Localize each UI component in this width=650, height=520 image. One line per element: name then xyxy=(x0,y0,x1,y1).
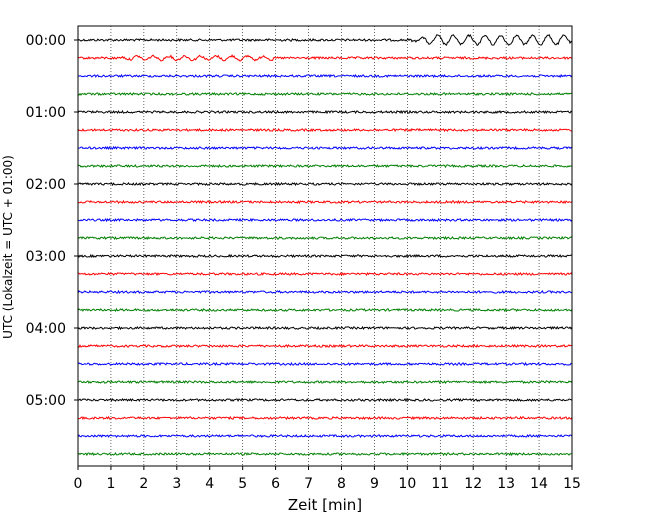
x-tick-label: 13 xyxy=(497,476,515,492)
x-tick-label: 11 xyxy=(431,476,449,492)
x-tick-label: 7 xyxy=(304,476,313,492)
plot-frame xyxy=(77,25,573,467)
y-tick-label: 03:00 xyxy=(26,249,66,265)
seismic-trace xyxy=(77,73,573,79)
y-tick-label: 04:00 xyxy=(26,321,66,337)
seismic-trace xyxy=(77,325,573,331)
seismic-trace xyxy=(77,54,573,62)
seismic-trace xyxy=(77,379,573,385)
y-axis: 00:00 01:00 02:00 03:00 04:00 05:00 xyxy=(26,33,78,409)
seismic-trace xyxy=(77,253,573,259)
x-tick-label: 15 xyxy=(563,476,581,492)
seismic-trace xyxy=(77,33,573,47)
x-tick-label: 2 xyxy=(139,476,148,492)
x-tick-label: 6 xyxy=(271,476,280,492)
seismic-trace xyxy=(77,307,573,313)
seismic-trace xyxy=(77,415,573,421)
seismic-trace xyxy=(77,217,573,223)
x-axis-label: Zeit [min] xyxy=(288,496,362,514)
seismic-trace xyxy=(77,343,573,349)
y-tick-label: 02:00 xyxy=(26,177,66,193)
seismic-trace xyxy=(77,109,573,115)
x-tick-label: 4 xyxy=(205,476,214,492)
y-tick-label: 05:00 xyxy=(26,393,66,409)
x-tick-label: 3 xyxy=(172,476,181,492)
x-tick-label: 0 xyxy=(74,476,83,492)
seismic-trace xyxy=(77,433,573,439)
seismic-trace xyxy=(77,361,573,367)
seismic-trace xyxy=(77,289,573,295)
x-grid xyxy=(110,26,540,466)
y-axis-label: UTC (Lokalzeit = UTC + 01:00) xyxy=(1,155,15,339)
x-tick-label: 8 xyxy=(337,476,346,492)
seismic-trace xyxy=(77,235,573,241)
y-tick-label: 00:00 xyxy=(26,33,66,49)
seismic-traces xyxy=(77,33,573,457)
seismic-trace xyxy=(77,451,573,457)
x-tick-label: 10 xyxy=(398,476,416,492)
x-tick-label: 12 xyxy=(464,476,482,492)
seismic-trace xyxy=(77,145,573,151)
x-axis: 0 1 2 3 4 5 6 7 8 9 10 11 12 13 14 15 xyxy=(74,466,581,492)
x-tick-label: 14 xyxy=(530,476,548,492)
x-tick-label: 1 xyxy=(106,476,115,492)
seismic-trace xyxy=(77,199,573,205)
seismic-trace xyxy=(77,127,573,133)
y-tick-label: 01:00 xyxy=(26,105,66,121)
x-tick-label: 9 xyxy=(370,476,379,492)
x-tick-label: 5 xyxy=(238,476,247,492)
seismic-trace xyxy=(77,271,573,277)
seismic-trace xyxy=(77,163,573,169)
seismic-trace xyxy=(77,397,573,403)
seismic-trace xyxy=(77,91,573,97)
seismic-trace xyxy=(77,181,573,187)
